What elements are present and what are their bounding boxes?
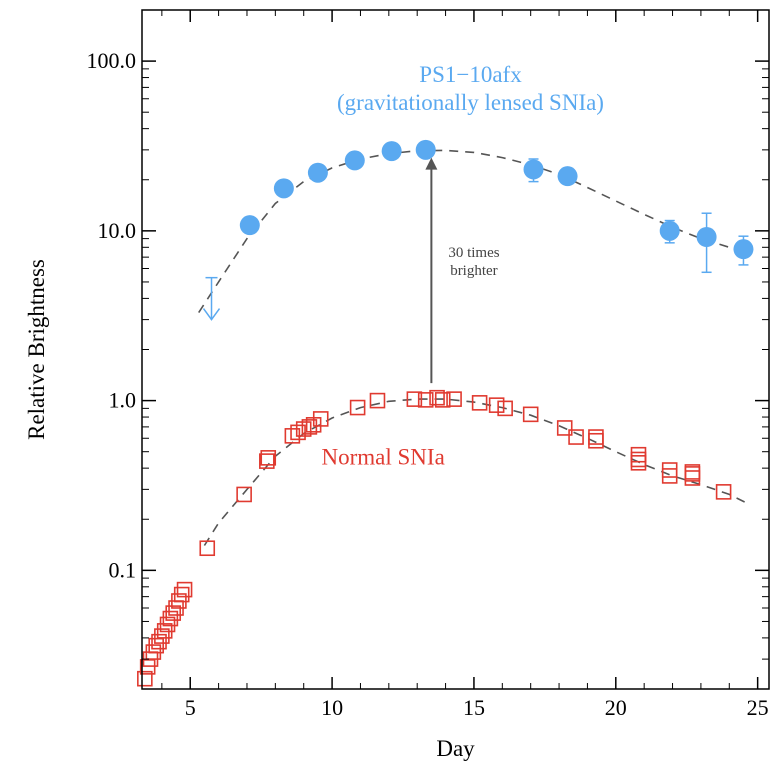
- normal-snia-point: [137, 670, 153, 687]
- normal-snia-point: [684, 466, 701, 482]
- normal-snia-point: [295, 421, 312, 437]
- normal-snia-point: [556, 420, 573, 436]
- normal-snia-point: [148, 637, 164, 654]
- normal-snia-point: [369, 392, 386, 409]
- y-tick-label: 100.0: [87, 48, 137, 73]
- normal-snia-point: [301, 419, 318, 435]
- lensed-snia-markers: [202, 139, 754, 321]
- normal-snia-point: [661, 468, 678, 484]
- x-tick-label: 5: [185, 695, 196, 720]
- normal-snia-point: [488, 397, 505, 413]
- lensed-label-subtitle: (gravitationally lensed SNIa): [337, 90, 604, 115]
- lensed-snia-point: [557, 166, 578, 187]
- y-tick-label: 1.0: [109, 388, 137, 413]
- fit-curves: [198, 149, 747, 546]
- brightness-arrow-head: [425, 157, 438, 170]
- normal-snia-point: [661, 462, 678, 478]
- normal-snia-point: [290, 424, 306, 441]
- arrow-label-line2: brighter: [450, 263, 497, 279]
- normal-snia-point: [176, 581, 193, 598]
- x-tick-label: 25: [747, 695, 769, 720]
- normal-snia-point: [236, 486, 252, 503]
- lensed-snia-point: [415, 139, 436, 160]
- arrow-label-line1: 30 times: [448, 245, 499, 261]
- fit-curve: [203, 398, 747, 546]
- normal-snia-point: [522, 406, 539, 423]
- normal-snia-point: [715, 484, 732, 500]
- normal-snia-point: [159, 616, 176, 633]
- lensed-snia-point: [307, 162, 328, 183]
- normal-snia-point: [497, 400, 513, 417]
- lensed-snia-point: [381, 141, 402, 162]
- normal-snia-point: [429, 389, 445, 406]
- normal-snia-point: [259, 453, 275, 469]
- upper-limit-arrowhead: [202, 308, 221, 321]
- annotations: PS1−10afx (gravitationally lensed SNIa) …: [322, 62, 604, 469]
- normal-snia-point: [162, 610, 179, 627]
- y-tick-label: 10.0: [98, 218, 137, 243]
- lensed-snia-point: [344, 150, 365, 171]
- normal-snia-markers: [137, 389, 732, 687]
- normal-snia-point: [417, 392, 434, 408]
- lensed-label-title: PS1−10afx: [419, 62, 522, 87]
- normal-snia-point: [434, 392, 451, 408]
- x-axis-title: Day: [436, 736, 475, 761]
- lensed-snia-point: [696, 226, 717, 247]
- normal-snia-point: [568, 429, 584, 445]
- normal-snia-point: [349, 399, 366, 416]
- y-axis-ticks: 0.1 1.0 10.0 100.0: [87, 9, 769, 690]
- normal-snia-point: [165, 605, 182, 621]
- x-tick-label: 20: [605, 695, 627, 720]
- lensed-snia-point: [523, 159, 544, 180]
- lensed-snia-point: [239, 215, 260, 236]
- normal-snia-point: [588, 429, 604, 445]
- normal-snia-point: [151, 633, 167, 650]
- x-tick-label: 15: [463, 695, 485, 720]
- normal-snia-point: [260, 450, 277, 466]
- x-axis-ticks: 5 10 15 20 25: [161, 10, 769, 720]
- normal-snia-point: [312, 411, 329, 427]
- lensed-snia-point: [273, 178, 294, 199]
- normal-snia-point: [446, 391, 462, 407]
- x-tick-label: 10: [321, 695, 343, 720]
- normal-snia-point: [471, 395, 488, 411]
- y-axis-title: Relative Brightness: [24, 259, 49, 440]
- lensed-snia-point: [733, 239, 754, 260]
- normal-snia-point: [173, 586, 190, 603]
- normal-snia-point: [154, 628, 170, 644]
- normal-snia-point: [406, 391, 423, 407]
- y-tick-label: 0.1: [109, 557, 137, 582]
- normal-label: Normal SNIa: [322, 444, 445, 469]
- normal-snia-point: [630, 455, 647, 471]
- lensed-snia-point: [659, 220, 680, 241]
- normal-snia-point: [199, 540, 216, 557]
